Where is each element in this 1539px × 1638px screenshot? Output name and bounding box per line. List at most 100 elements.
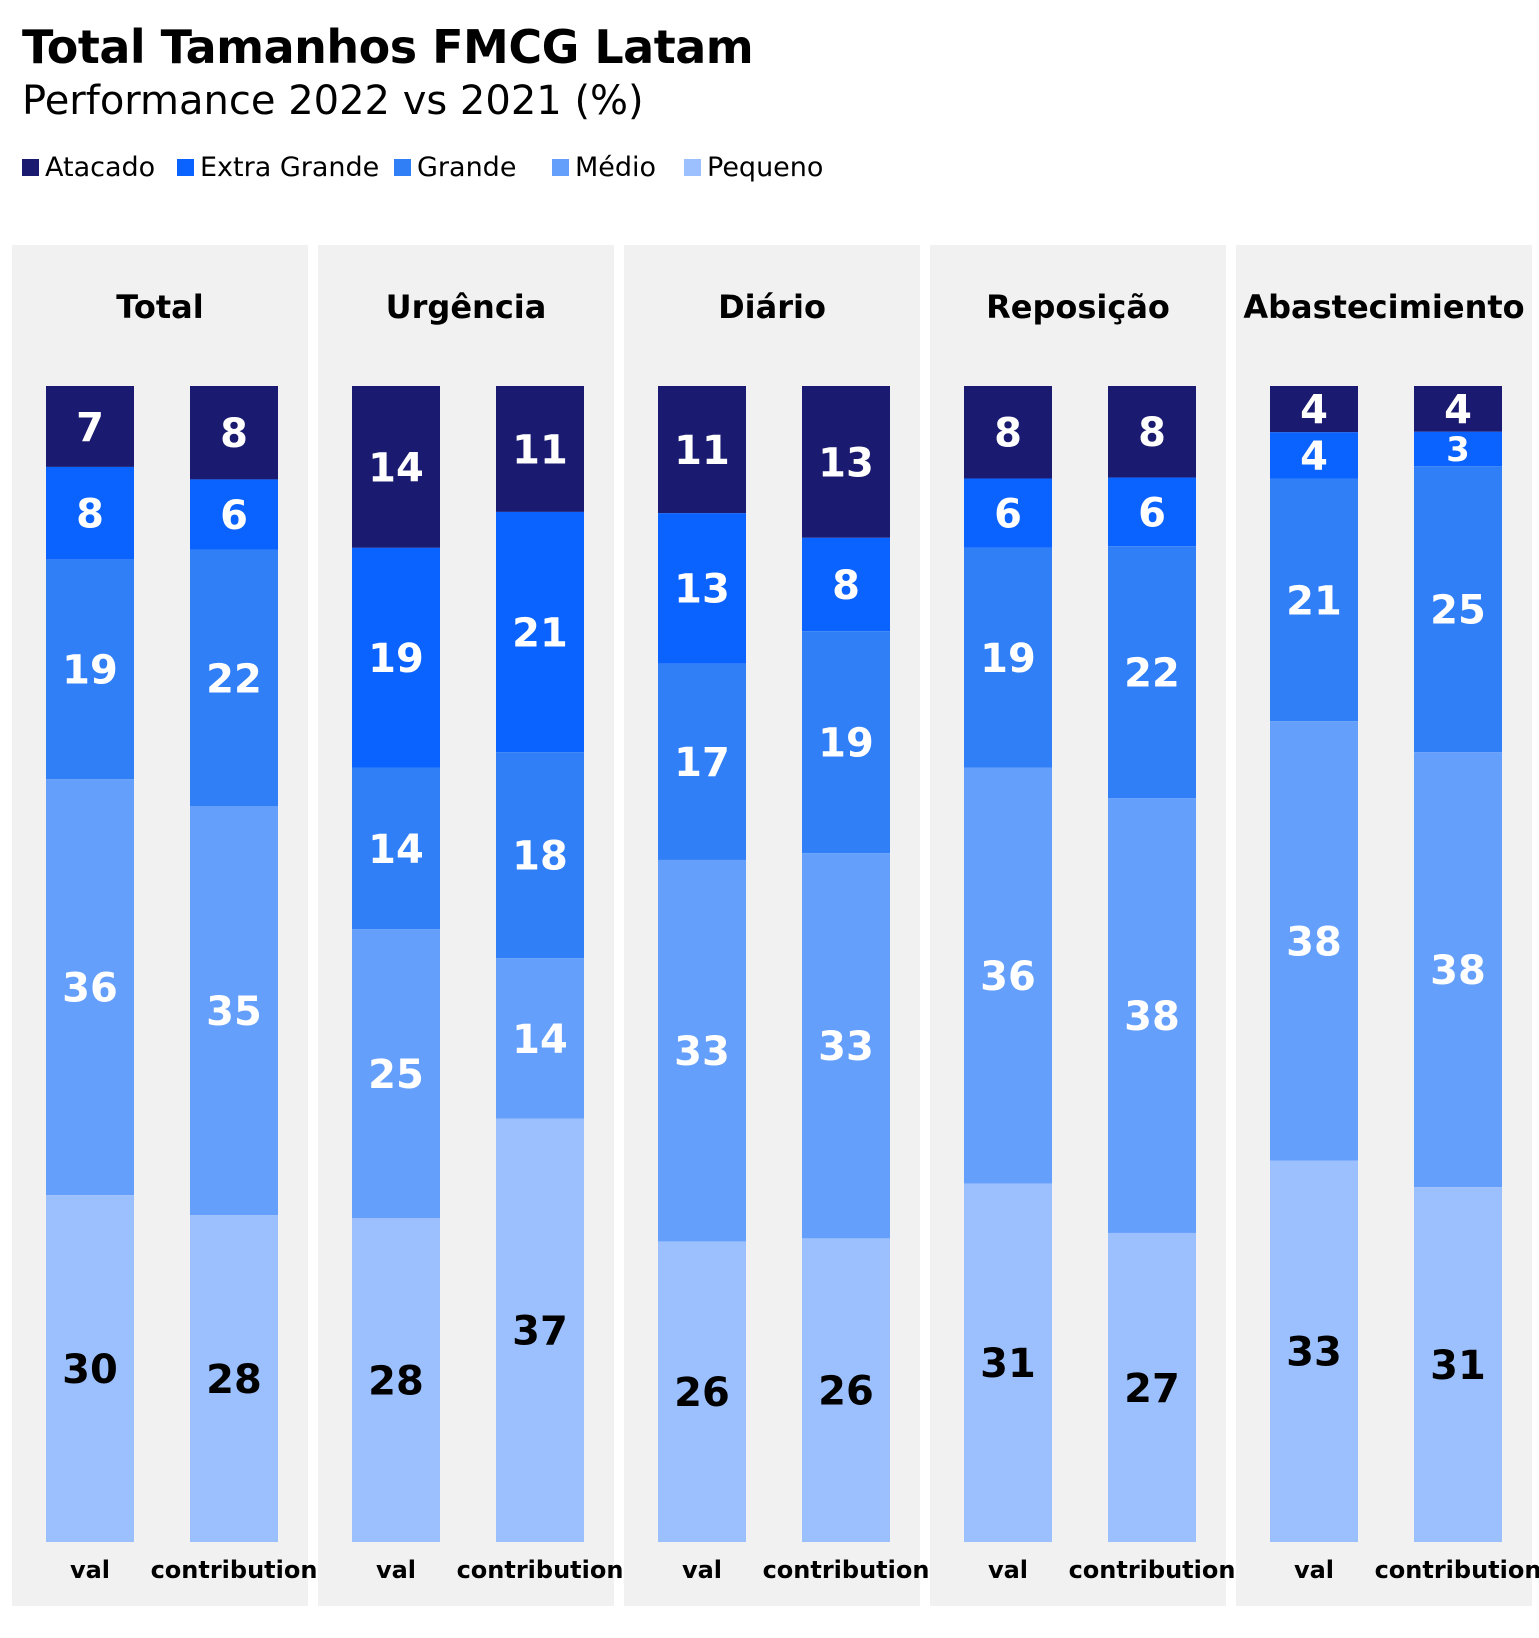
bar-axis-label: contribution: [151, 1556, 318, 1584]
bar-segment-grande: [46, 559, 134, 780]
legend-swatch-medio: [552, 159, 569, 176]
bar-segment-grande: [658, 663, 746, 860]
panel-title-reposicao: Reposição: [986, 288, 1170, 326]
data-label-medio: 14: [512, 1017, 568, 1063]
bar-segment-atacado: [496, 386, 584, 512]
data-label-atacado: 7: [76, 405, 104, 451]
bar-segment-extra-grande: [352, 547, 440, 768]
data-label-pequeno: 26: [674, 1370, 730, 1416]
data-label-grande: 22: [1124, 651, 1180, 697]
legend-swatch-extra-grande: [177, 159, 194, 176]
bar-segment-atacado: [190, 386, 278, 480]
legend-item-medio: Médio: [552, 152, 656, 183]
data-label-grande: 18: [512, 834, 568, 880]
bar-segment-atacado: [46, 386, 134, 467]
data-label-medio: 33: [674, 1029, 730, 1075]
data-label-extra-grande: 8: [76, 492, 104, 538]
bar-segment-grande: [802, 631, 890, 854]
legend-label-pequeno: Pequeno: [707, 152, 824, 183]
bar-segment-extra-grande: [46, 466, 134, 560]
bar-segment-atacado: [1270, 386, 1358, 433]
bar-segment-extra-grande: [802, 537, 890, 632]
panel-reposicao: Reposição 8 6 19 36 31 val 8 6 22 38 27 contribution: [930, 245, 1235, 1606]
panel-title-diario: Diário: [718, 288, 826, 326]
bar-segment-atacado: [964, 386, 1052, 479]
bar-segment-pequeno: [1414, 1187, 1502, 1542]
bar-segment-extra-grande: [190, 479, 278, 550]
bar-segment-pequeno: [46, 1195, 134, 1542]
bar-segment-extra-grande: [1270, 432, 1358, 479]
data-label-grande: 19: [62, 648, 118, 694]
data-label-pequeno: 30: [62, 1347, 118, 1393]
data-label-atacado: 8: [1138, 410, 1166, 456]
data-label-medio: 33: [818, 1024, 874, 1070]
bar-segment-medio: [802, 853, 890, 1239]
bar-segment-grande: [190, 549, 278, 807]
bar-segment-medio: [46, 779, 134, 1196]
data-label-pequeno: 28: [368, 1359, 424, 1405]
legend-label-extra-grande: Extra Grande: [200, 152, 380, 183]
legend-swatch-atacado: [22, 159, 39, 176]
bar-urgencia-contribution: 11 21 18 14 37: [496, 386, 584, 1542]
data-label-atacado: 4: [1444, 387, 1472, 433]
bar-segment-pequeno: [1270, 1160, 1358, 1542]
bar-segment-atacado: [658, 386, 746, 514]
data-label-pequeno: 31: [980, 1341, 1036, 1387]
legend-swatch-pequeno: [684, 159, 701, 176]
bar-segment-atacado: [1108, 386, 1196, 478]
bar-abastecimiento-contribution: 43 25 38 31: [1414, 386, 1502, 1542]
data-label-grande: 19: [980, 636, 1036, 682]
legend: Atacado Extra Grande Grande Médio Pequen…: [22, 152, 922, 186]
bar-segment-grande: [496, 752, 584, 959]
panel-title-abastecimiento: Abastecimiento: [1243, 288, 1524, 326]
data-label-atacado: 13: [818, 440, 874, 486]
data-label-medio: 36: [980, 954, 1036, 1000]
data-label-medio: 36: [62, 966, 118, 1012]
data-label-atacado: 8: [994, 411, 1022, 457]
bar-segment-medio: [1270, 721, 1358, 1161]
bar-segment-pequeno: [658, 1241, 746, 1542]
data-label-atacado: 11: [512, 427, 568, 473]
legend-item-extra-grande: Extra Grande: [177, 152, 379, 183]
data-label-medio: 25: [368, 1052, 424, 1098]
legend-item-grande: Grande: [394, 152, 516, 183]
bar-segment-grande: [964, 547, 1052, 768]
bar-segment-atacado: [352, 386, 440, 548]
data-label-grande: 19: [818, 721, 874, 767]
data-label-pequeno: 37: [512, 1309, 568, 1355]
bar-segment-medio: [496, 958, 584, 1119]
legend-item-pequeno: Pequeno: [684, 152, 823, 183]
bar-axis-label: val: [1294, 1556, 1334, 1584]
bar-segment-pequeno: [190, 1215, 278, 1542]
bar-axis-label: contribution: [763, 1556, 930, 1584]
legend-swatch-grande: [394, 159, 411, 176]
bar-segment-medio: [1108, 798, 1196, 1233]
data-label-pequeno: 27: [1124, 1366, 1180, 1412]
legend-label-grande: Grande: [417, 152, 517, 183]
data-label-extra-grande: 6: [220, 493, 248, 539]
bar-reposicao-val: 8 6 19 36 31: [964, 386, 1052, 1542]
bar-segment-grande: [352, 767, 440, 930]
data-label-pequeno: 33: [1286, 1330, 1342, 1376]
data-label-extra-grande: 8: [832, 563, 860, 609]
bar-segment-medio: [964, 767, 1052, 1184]
data-label-extra-grande: 6: [994, 492, 1022, 538]
bar-segment-extra-grande: [658, 513, 746, 664]
bar-axis-label: contribution: [1375, 1556, 1539, 1584]
legend-item-atacado: Atacado: [22, 152, 155, 183]
data-label-grande: 22: [206, 656, 262, 702]
data-label-grande: 25: [1430, 588, 1486, 634]
bar-urgencia-val: 14 19 14 25 28: [352, 386, 440, 1542]
panel-abastecimiento: Abastecimiento44213833val43253831contrib…: [1236, 245, 1539, 1606]
data-label-atacado: 4: [1300, 388, 1328, 434]
panel-title-total: Total: [116, 288, 203, 326]
data-label-medio: 38: [1430, 948, 1486, 994]
bar-diario-val: 11 13 17 33 26: [658, 386, 746, 1542]
data-label-extra-grande: 13: [674, 567, 730, 613]
data-label-pequeno: 26: [818, 1369, 874, 1415]
bar-segment-medio: [352, 929, 440, 1219]
bar-segment-pequeno: [352, 1218, 440, 1542]
chart-title: Total Tamanhos FMCG Latam: [22, 20, 754, 74]
bar-axis-label: val: [988, 1556, 1028, 1584]
